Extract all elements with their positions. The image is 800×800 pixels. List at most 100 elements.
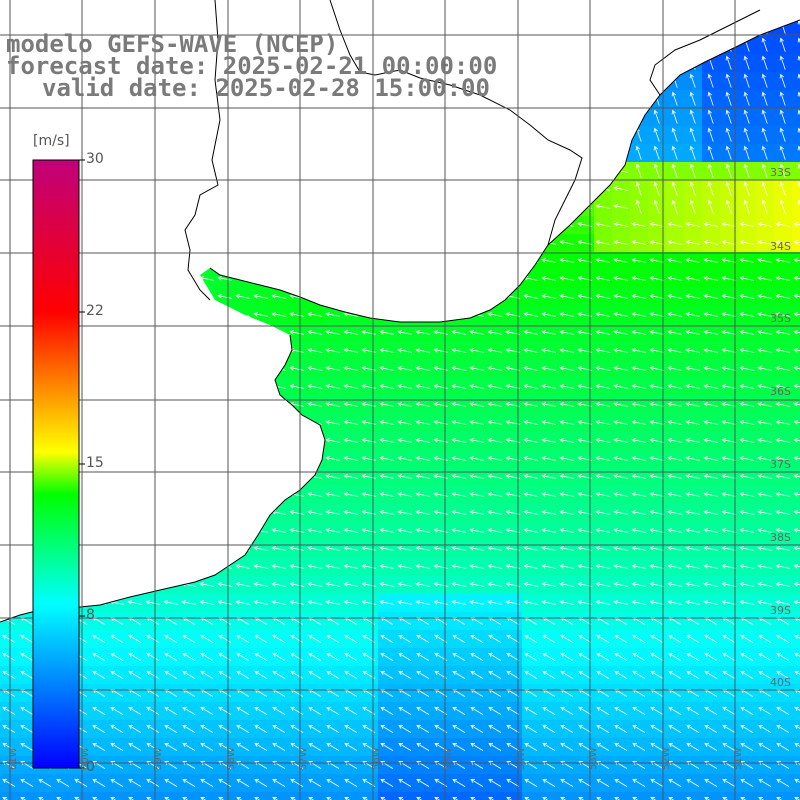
wind-arrow: [523, 474, 538, 479]
wind-arrow: [451, 456, 466, 461]
wind-arrow: [668, 778, 682, 787]
wind-arrow: [793, 348, 800, 353]
wind-arrow: [758, 670, 772, 679]
wind-arrow: [689, 181, 696, 196]
wind-arrow: [541, 564, 556, 569]
wind-arrow: [541, 312, 556, 317]
wind-arrow: [613, 240, 628, 245]
wind-arrow: [686, 706, 700, 715]
wind-arrow: [667, 474, 682, 479]
wind-arrow: [595, 528, 610, 533]
wind-arrow: [631, 438, 646, 443]
wind-arrow: [433, 600, 448, 605]
wind-arrow: [397, 384, 412, 389]
wind-arrow: [164, 724, 178, 733]
wind-arrow: [775, 366, 790, 371]
wind-arrow: [685, 402, 700, 407]
wind-arrow: [614, 724, 628, 733]
wind-arrow: [541, 474, 556, 479]
wind-arrow: [524, 778, 538, 787]
wind-arrow: [343, 474, 358, 479]
wind-arrow: [451, 510, 466, 515]
wind-arrow: [451, 438, 466, 443]
wind-arrow: [541, 510, 556, 515]
wind-arrow: [631, 294, 646, 299]
wind-arrow: [487, 492, 502, 497]
wind-arrow: [725, 199, 732, 214]
wind-arrow: [542, 706, 556, 715]
wind-arrow: [307, 312, 322, 317]
wind-arrow: [793, 438, 800, 443]
wind-arrow: [379, 456, 394, 461]
wind-arrow: [128, 778, 142, 787]
wind-arrow: [307, 564, 322, 569]
wind-arrow: [343, 420, 358, 425]
wind-arrow: [775, 528, 790, 533]
wind-arrow: [685, 582, 700, 587]
wind-cell: [342, 792, 360, 800]
wind-arrow: [325, 366, 340, 371]
wind-arrow: [451, 600, 466, 605]
wind-arrow: [794, 706, 800, 712]
wind-arrow: [415, 474, 430, 479]
wind-arrow: [667, 546, 682, 551]
wind-arrow: [613, 366, 628, 371]
wind-cell: [360, 792, 378, 800]
wind-arrow: [541, 258, 556, 263]
wind-arrow: [757, 582, 772, 587]
wind-arrow: [487, 420, 502, 425]
wind-arrow: [253, 546, 268, 551]
wind-arrow: [145, 600, 160, 605]
lon-label: 58W: [226, 747, 237, 770]
wind-arrow: [200, 652, 214, 661]
wind-arrow: [451, 474, 466, 479]
wind-arrow: [653, 109, 660, 124]
lat-label: 36S: [770, 385, 791, 398]
wind-arrow: [469, 384, 484, 389]
wind-arrow: [307, 510, 322, 515]
wind-arrow: [758, 778, 772, 787]
wind-arrow: [614, 670, 628, 679]
wind-arrow: [397, 438, 412, 443]
wind-arrow: [614, 652, 628, 661]
lat-label: 37S: [770, 458, 791, 471]
wind-arrow: [146, 670, 160, 679]
wind-arrow: [794, 724, 800, 730]
wind-arrow: [595, 546, 610, 551]
wind-arrow: [110, 652, 124, 661]
wind-arrow: [217, 582, 232, 587]
wind-arrow: [541, 348, 556, 353]
wind-arrow: [635, 181, 642, 196]
wind-arrow: [451, 384, 466, 389]
wind-arrow: [739, 276, 754, 281]
wind-arrow: [613, 420, 628, 425]
wind-cell: [288, 792, 306, 800]
wind-arrow: [797, 127, 800, 134]
wind-arrow: [415, 492, 430, 497]
wind-arrow: [253, 582, 268, 587]
wind-arrow: [253, 312, 268, 317]
wind-arrow: [761, 109, 768, 124]
wind-cell: [252, 792, 270, 800]
lat-label: 34S: [770, 240, 791, 253]
wind-arrow: [595, 258, 610, 263]
wind-arrow: [361, 510, 376, 515]
wind-arrow: [326, 652, 340, 661]
wind-arrow: [631, 420, 646, 425]
wind-arrow: [217, 294, 232, 299]
wind-arrow: [776, 652, 790, 661]
wind-arrow: [721, 384, 736, 389]
wind-arrow: [308, 652, 322, 661]
wind-arrow: [110, 670, 124, 679]
wind-arrow: [469, 600, 484, 605]
wind-arrow: [469, 420, 484, 425]
wind-arrow: [779, 109, 786, 124]
wind-arrow: [523, 546, 538, 551]
wind-arrow: [236, 706, 250, 715]
wind-arrow: [451, 582, 466, 587]
wind-arrow: [613, 294, 628, 299]
wind-arrow: [344, 652, 358, 661]
wind-arrow: [775, 294, 790, 299]
wind-arrow: [793, 384, 800, 389]
